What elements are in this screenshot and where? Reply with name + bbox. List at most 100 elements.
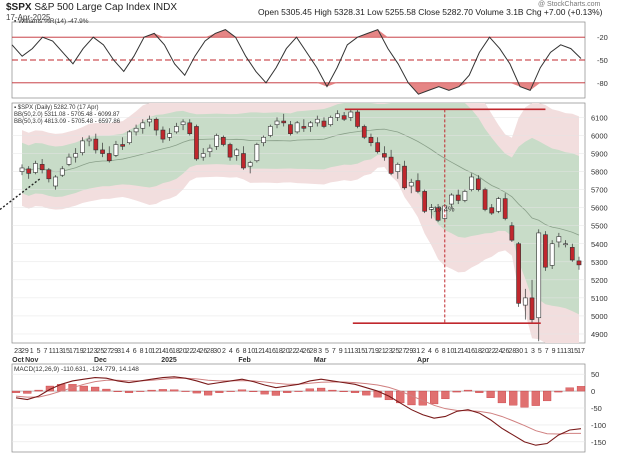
candle <box>415 180 421 192</box>
x-day-label: 16 <box>165 348 173 355</box>
x-day-label: 27 <box>399 348 407 355</box>
x-day-label: 27 <box>103 348 111 355</box>
candle <box>26 168 32 174</box>
candle <box>469 176 474 190</box>
x-day-label: 20 <box>282 348 290 355</box>
macd-histogram-bar <box>576 386 586 392</box>
candle <box>267 126 273 136</box>
macd-histogram-bar <box>170 389 179 392</box>
macd-histogram-bar <box>45 385 54 392</box>
macd-histogram-bar <box>147 389 156 392</box>
bb-middle-line <box>21 128 580 236</box>
price-legend-line: ▪ $SPX (Daily) 5282.70 (17 Apr) <box>14 105 99 111</box>
x-day-label: 26 <box>302 348 310 355</box>
macd-histogram-bar <box>102 388 111 392</box>
x-axis: 23 29 1 5 7 11 13 15 17 19 21 23 25 27 29 31 4 6 8 10 12 14 16… <box>12 348 585 364</box>
candle <box>220 136 226 145</box>
symbol: $SPX <box>6 2 32 13</box>
x-day-label: 20 <box>179 348 187 355</box>
x-day-label: 13 <box>351 348 359 355</box>
macd-histogram-bar <box>531 390 540 406</box>
candle <box>261 136 266 143</box>
macd-tick-label: 0 <box>591 387 595 396</box>
x-day-label: 9 <box>339 348 343 355</box>
candle <box>200 153 206 158</box>
x-day-label: 5 <box>325 348 329 355</box>
x-day-label: 8 <box>442 348 446 355</box>
x-day-label: 8 <box>140 348 144 355</box>
candle <box>536 232 542 319</box>
candle <box>509 225 515 241</box>
price-tick-label: 5800 <box>591 168 608 177</box>
candle <box>194 126 199 160</box>
x-day-label: 19 <box>371 348 379 355</box>
x-day-label: 10 <box>248 348 256 355</box>
ohlc-readout: Open 5305.45 High 5328.31 Low 5255.58 Cl… <box>258 7 603 17</box>
macd-histogram-bar <box>79 385 88 392</box>
macd-histogram-bar <box>497 390 506 404</box>
x-day-label: 30 <box>515 348 523 355</box>
x-day-label: 21 <box>378 348 386 355</box>
macd-histogram-bar <box>113 390 122 392</box>
x-month-label: Apr <box>417 357 429 364</box>
candle <box>80 140 85 153</box>
candle <box>174 126 179 133</box>
x-day-label: 6 <box>236 348 240 355</box>
macd-histogram-bar <box>554 390 563 393</box>
x-day-label: 17 <box>577 348 585 355</box>
macd-histogram-bar <box>136 390 145 392</box>
x-day-label: 6 <box>133 348 137 355</box>
candle <box>348 111 354 118</box>
candle <box>147 118 152 123</box>
x-day-label: 9 <box>552 348 556 355</box>
macd-histogram-bar <box>520 390 529 408</box>
macd-histogram-bar <box>91 386 100 392</box>
candle <box>133 127 139 133</box>
price-tick-label: 5700 <box>591 186 608 195</box>
candle <box>543 234 548 268</box>
candle <box>120 144 126 147</box>
candle <box>153 118 159 131</box>
price-tick-label: 5300 <box>591 258 608 267</box>
macd-line <box>15 376 582 446</box>
candle <box>341 115 347 120</box>
x-day-label: 26 <box>502 348 510 355</box>
x-day-label: 18 <box>474 348 482 355</box>
candle <box>59 168 65 176</box>
candle <box>422 191 427 212</box>
candle <box>388 156 394 174</box>
price-tick-label: 5600 <box>591 204 608 213</box>
macd-histogram-bar <box>328 389 337 392</box>
price-tick-label: 5000 <box>591 312 608 321</box>
x-day-label: 5 <box>538 348 542 355</box>
candle <box>496 198 501 212</box>
x-day-label: 29 <box>405 348 413 355</box>
macd-tick-label: -150 <box>591 438 606 447</box>
macd-histogram-bar <box>294 390 303 392</box>
candle <box>46 169 52 180</box>
x-day-label: 16 <box>467 348 475 355</box>
macd-tick-label: -100 <box>591 421 606 430</box>
macd-histogram-bar <box>543 390 552 402</box>
price-tick-label: 5200 <box>591 276 608 285</box>
price-legend-line: BB(50,3.0) 4813.09 - 5705.48 - 6597.86 <box>14 119 121 125</box>
candle <box>502 198 508 219</box>
x-day-label: 5 <box>37 348 41 355</box>
candle <box>402 165 407 189</box>
macd-histogram-bar <box>407 390 416 406</box>
candle <box>66 156 72 165</box>
x-day-label: 22 <box>186 348 194 355</box>
macd-histogram-bar <box>34 389 43 392</box>
candle <box>549 243 555 266</box>
candle <box>563 243 568 246</box>
x-day-label: 18 <box>275 348 283 355</box>
trend-line <box>0 178 41 211</box>
x-day-label: 14 <box>460 348 468 355</box>
candle <box>214 135 219 147</box>
x-day-label: 24 <box>495 348 503 355</box>
candle <box>247 162 253 167</box>
x-month-label: Dec <box>94 357 107 364</box>
price-legend-line: BB(50,2.0) 5311.08 - 5705.48 - 6099.87 <box>14 112 120 118</box>
wr-tick-label: -20 <box>597 33 608 42</box>
